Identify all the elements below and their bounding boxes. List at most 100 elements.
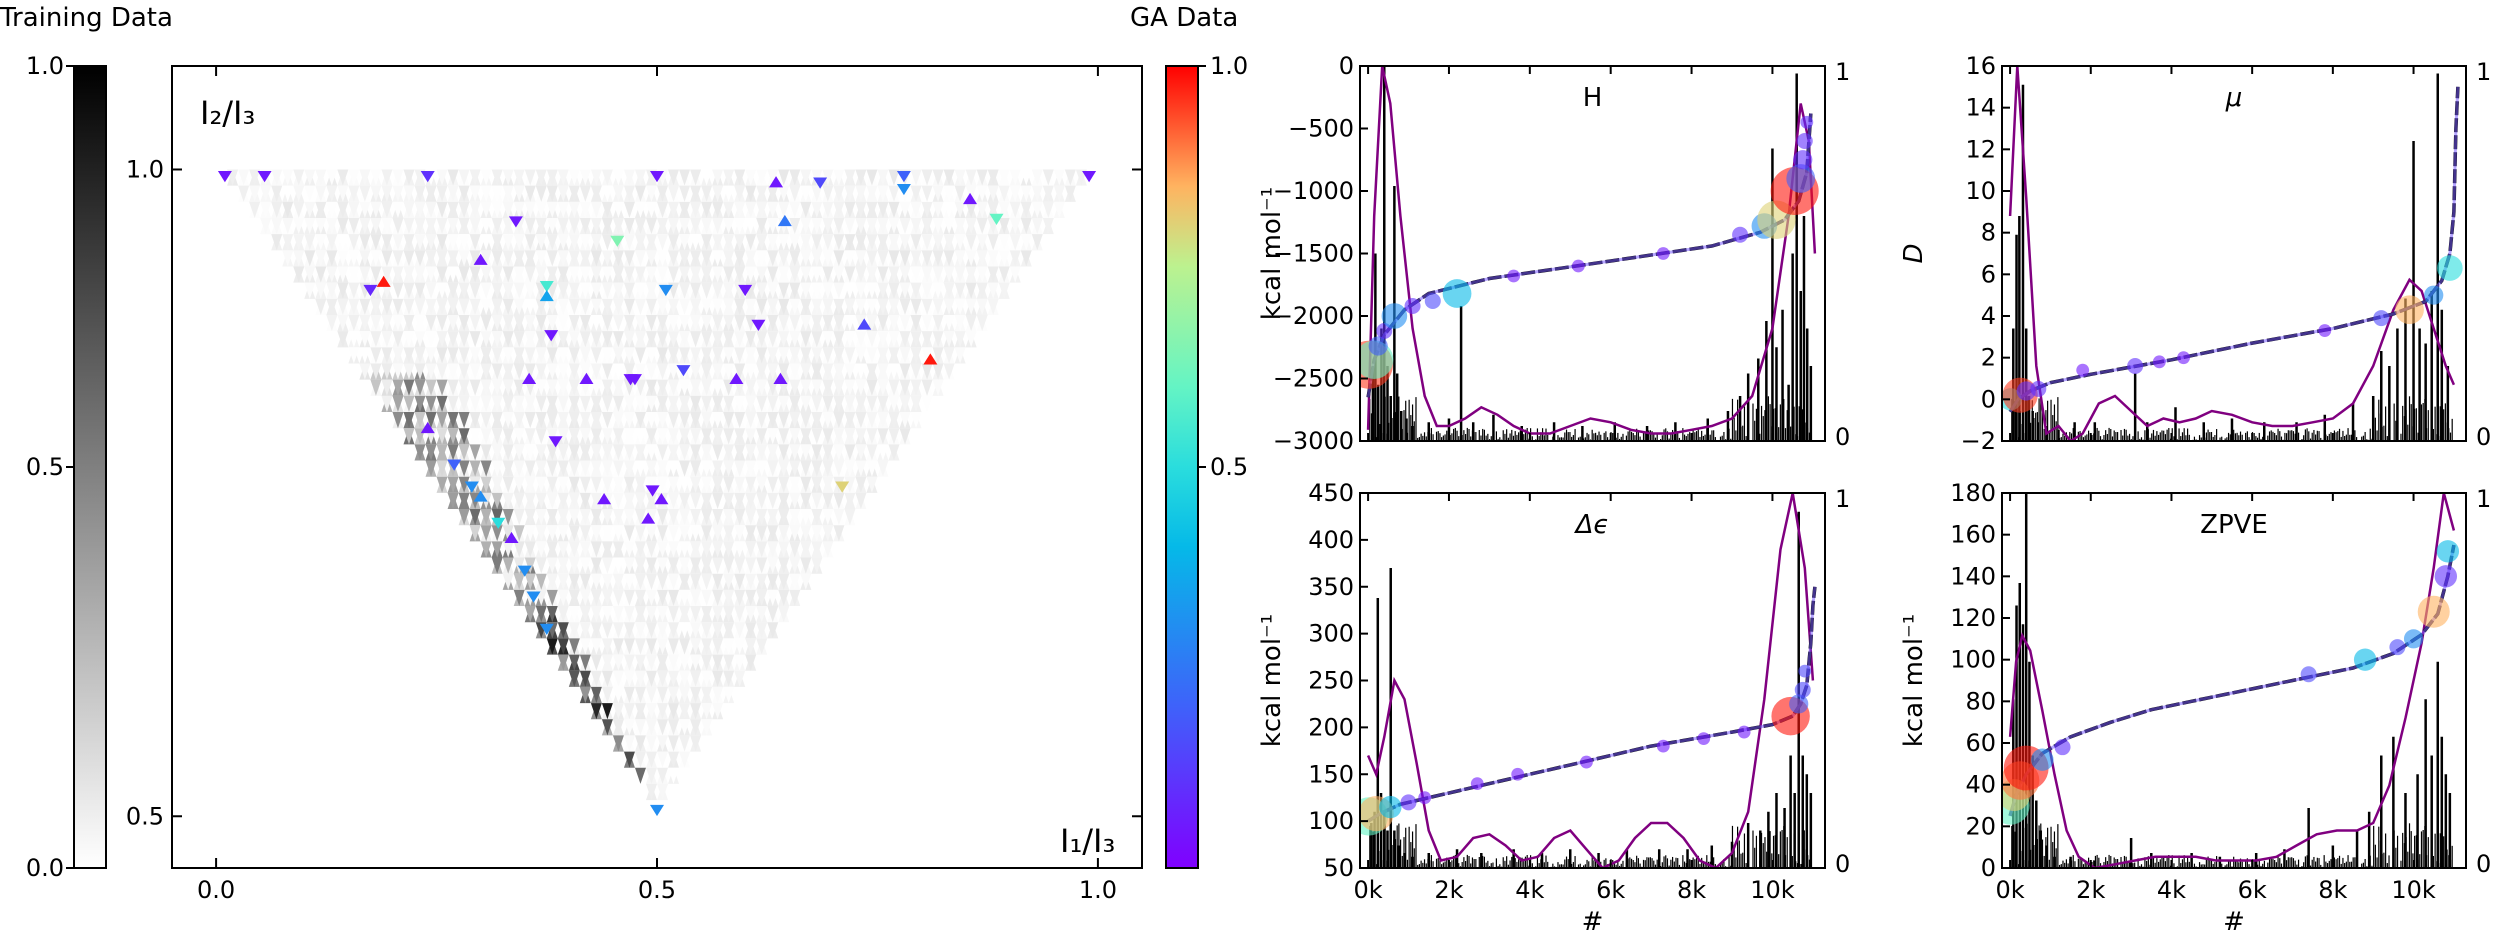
training-density-cell <box>800 509 812 526</box>
training-density-cell <box>645 525 657 542</box>
training-density-cell <box>921 217 933 235</box>
training-density-cell <box>1042 217 1054 235</box>
training-density-cell <box>800 201 812 218</box>
density-curve <box>2008 66 2456 441</box>
ga-point <box>1737 725 1751 739</box>
training-density-cell <box>701 670 713 687</box>
training-density-cell <box>414 250 426 267</box>
training-density-cell <box>447 250 459 267</box>
training-density-cell <box>657 509 669 526</box>
training-density-cell <box>425 234 437 251</box>
training-density-cell <box>568 428 580 445</box>
training-density-cell <box>645 703 657 720</box>
training-density-cell <box>954 169 966 186</box>
training-density-cell <box>491 395 503 413</box>
training-density-cell <box>690 444 702 461</box>
training-density-cell <box>679 686 691 704</box>
training-density-cell <box>590 492 602 510</box>
training-density-cell <box>480 217 492 235</box>
training-density-cell <box>348 185 360 202</box>
training-density-cell <box>679 703 691 720</box>
training-density-cell <box>712 379 724 396</box>
training-density-cell <box>491 169 503 186</box>
training-density-cell <box>723 589 735 607</box>
training-density-cell <box>866 395 878 413</box>
training-density-cell <box>1020 250 1032 267</box>
training-density-cell <box>745 217 757 235</box>
training-density-cell <box>690 476 702 493</box>
training-density-cell <box>910 282 922 299</box>
training-density-cell <box>657 428 669 445</box>
training-density-cell <box>612 703 624 720</box>
ga-marker <box>473 490 488 502</box>
ga-point <box>1794 681 1811 698</box>
training-density-cell <box>866 298 878 316</box>
training-density-cell <box>756 460 768 477</box>
panel-title: ZPVE <box>2200 510 2268 540</box>
training-density-cell <box>657 234 669 251</box>
training-density-cell <box>568 525 580 542</box>
training-density-cell <box>745 460 757 477</box>
training-density-cell <box>756 525 768 542</box>
training-density-cell <box>679 250 691 267</box>
training-density-cell <box>723 234 735 251</box>
training-density-cell <box>690 735 702 752</box>
training-density-cell <box>502 428 514 445</box>
training-density-cell <box>546 169 558 186</box>
training-density-cell <box>1009 169 1021 186</box>
training-density-cell <box>701 395 713 413</box>
training-density-cell <box>634 476 646 493</box>
training-density-cell <box>701 476 713 493</box>
training-density-cell <box>888 395 900 413</box>
training-density-cell <box>634 525 646 542</box>
training-density-cell <box>723 476 735 493</box>
training-density-cell <box>557 395 569 413</box>
training-density-cell <box>513 444 525 461</box>
training-density-cell <box>756 169 768 186</box>
training-density-cell <box>645 379 657 396</box>
panel-title: H <box>1583 83 1603 113</box>
training-density-cell <box>767 622 779 639</box>
ga-point <box>1798 664 1812 678</box>
training-density-cell <box>690 460 702 477</box>
training-density-cell <box>668 654 680 671</box>
training-density-cell <box>370 331 382 348</box>
training-density-cell <box>590 363 602 380</box>
training-density-cell <box>623 557 635 574</box>
y-tick-label: 60 <box>1965 729 1996 757</box>
training-density-cell <box>414 266 426 283</box>
training-density-cell <box>943 363 955 380</box>
panel-H-plot-area <box>1360 66 1819 441</box>
ga-point <box>1800 115 1814 129</box>
training-colorbar: 0.00.51.0 <box>26 52 107 882</box>
training-density-cell <box>745 412 757 429</box>
ga-point <box>2152 355 2166 369</box>
training-density-cell <box>524 331 536 348</box>
training-density-cell <box>447 234 459 251</box>
training-density-cell <box>535 363 547 380</box>
training-density-cell <box>734 250 746 267</box>
training-density-cell <box>546 525 558 542</box>
training-density-cell <box>712 444 724 461</box>
training-density-cell <box>568 622 580 639</box>
training-density-cell <box>745 444 757 461</box>
training-density-cell <box>723 250 735 267</box>
training-density-cell <box>668 395 680 413</box>
training-density-cell <box>535 185 547 202</box>
ga-marker <box>676 365 691 377</box>
ga-marker <box>835 481 850 493</box>
training-density-cell <box>612 298 624 316</box>
training-density-cell <box>590 525 602 542</box>
ga-point <box>2373 310 2390 327</box>
training-density-cell <box>634 444 646 461</box>
training-density-cell <box>436 266 448 283</box>
y-tick-label: 140 <box>1950 562 1996 590</box>
training-density-cell <box>634 428 646 445</box>
training-density-cell <box>579 201 591 218</box>
training-density-cell <box>756 331 768 348</box>
training-density-cell <box>249 201 261 218</box>
training-density-cell <box>634 573 646 590</box>
training-density-cell <box>679 347 691 364</box>
